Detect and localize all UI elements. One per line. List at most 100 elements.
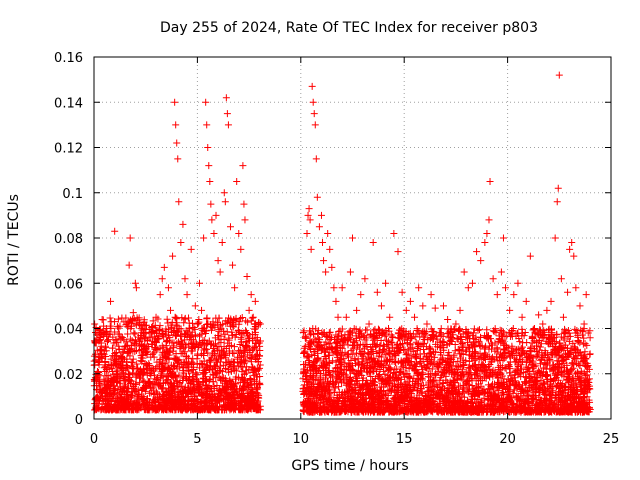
- data-point: [201, 336, 209, 344]
- data-point: [118, 314, 126, 322]
- data-point: [168, 392, 176, 400]
- data-point: [113, 338, 121, 346]
- data-point: [151, 406, 159, 414]
- data-point: [188, 347, 196, 355]
- data-point: [234, 326, 242, 334]
- data-point: [220, 361, 228, 369]
- data-point: [171, 313, 179, 321]
- data-point: [256, 373, 264, 381]
- data-point: [123, 399, 131, 407]
- data-point: [157, 372, 165, 380]
- data-point: [252, 340, 260, 348]
- data-point: [226, 376, 234, 384]
- data-point: [203, 315, 211, 323]
- data-point: [101, 367, 109, 375]
- data-point: [123, 362, 131, 370]
- data-point: [115, 324, 123, 332]
- data-point: [212, 374, 220, 382]
- data-point: [190, 392, 198, 400]
- data-point: [131, 330, 139, 338]
- data-point: [215, 396, 223, 404]
- data-point: [152, 339, 160, 347]
- data-point: [203, 345, 211, 353]
- data-point: [100, 364, 108, 372]
- data-point: [195, 383, 203, 391]
- data-point: [151, 395, 159, 403]
- data-point: [251, 353, 259, 361]
- data-point: [251, 325, 259, 333]
- data-point: [91, 320, 99, 328]
- data-point: [232, 380, 240, 388]
- data-point: [137, 322, 145, 330]
- data-point: [95, 379, 103, 387]
- data-point: [196, 332, 204, 340]
- data-point: [132, 347, 140, 355]
- data-point: [222, 403, 230, 411]
- data-point: [237, 335, 245, 343]
- data-point: [182, 373, 190, 381]
- data-point: [536, 343, 544, 351]
- data-point: [93, 396, 101, 404]
- data-point: [569, 339, 577, 347]
- data-point: [176, 399, 184, 407]
- data-point: [245, 396, 253, 404]
- data-point: [185, 388, 193, 396]
- data-point: [167, 405, 175, 413]
- data-point: [187, 398, 195, 406]
- data-point: [210, 342, 218, 350]
- data-point: [248, 392, 256, 400]
- data-point: [243, 395, 251, 403]
- data-point: [164, 319, 172, 327]
- data-point: [115, 355, 123, 363]
- data-point: [201, 345, 209, 353]
- data-point: [173, 322, 181, 330]
- data-point: [165, 397, 173, 405]
- data-point: [230, 364, 238, 372]
- data-point: [178, 392, 186, 400]
- data-point: [173, 315, 181, 323]
- data-point: [247, 317, 255, 325]
- data-point: [91, 338, 99, 346]
- data-point: [250, 345, 258, 353]
- data-point: [202, 398, 210, 406]
- data-point: [170, 361, 178, 369]
- data-point: [180, 369, 188, 377]
- data-point: [210, 383, 218, 391]
- data-point: [251, 343, 259, 351]
- data-point: [228, 400, 236, 408]
- chart-title: Day 255 of 2024, Rate Of TEC Index for r…: [160, 20, 538, 36]
- data-point: [91, 350, 99, 358]
- data-point: [115, 346, 123, 354]
- data-point: [250, 371, 258, 379]
- data-point: [113, 361, 121, 369]
- data-point: [178, 314, 186, 322]
- data-point: [418, 376, 426, 384]
- data-point: [128, 391, 136, 399]
- data-point: [255, 405, 263, 413]
- data-point: [103, 401, 111, 409]
- data-point: [111, 328, 119, 336]
- data-point: [159, 331, 167, 339]
- data-point: [134, 398, 142, 406]
- data-point: [197, 330, 205, 338]
- data-point: [247, 376, 255, 384]
- data-point: [255, 319, 263, 327]
- data-point: [193, 406, 201, 414]
- data-point: [170, 339, 178, 347]
- data-point: [143, 336, 151, 344]
- data-point: [200, 370, 208, 378]
- data-point: [254, 384, 262, 392]
- data-point: [192, 402, 200, 410]
- data-point: [147, 353, 155, 361]
- data-point: [180, 319, 188, 327]
- data-point: [148, 384, 156, 392]
- data-point: [256, 402, 264, 410]
- data-point: [248, 314, 256, 322]
- data-point: [192, 369, 200, 377]
- data-point: [246, 375, 254, 383]
- data-point: [172, 321, 180, 329]
- data-point: [181, 336, 189, 344]
- data-point: [565, 337, 573, 345]
- data-point: [136, 373, 144, 381]
- data-point: [214, 368, 222, 376]
